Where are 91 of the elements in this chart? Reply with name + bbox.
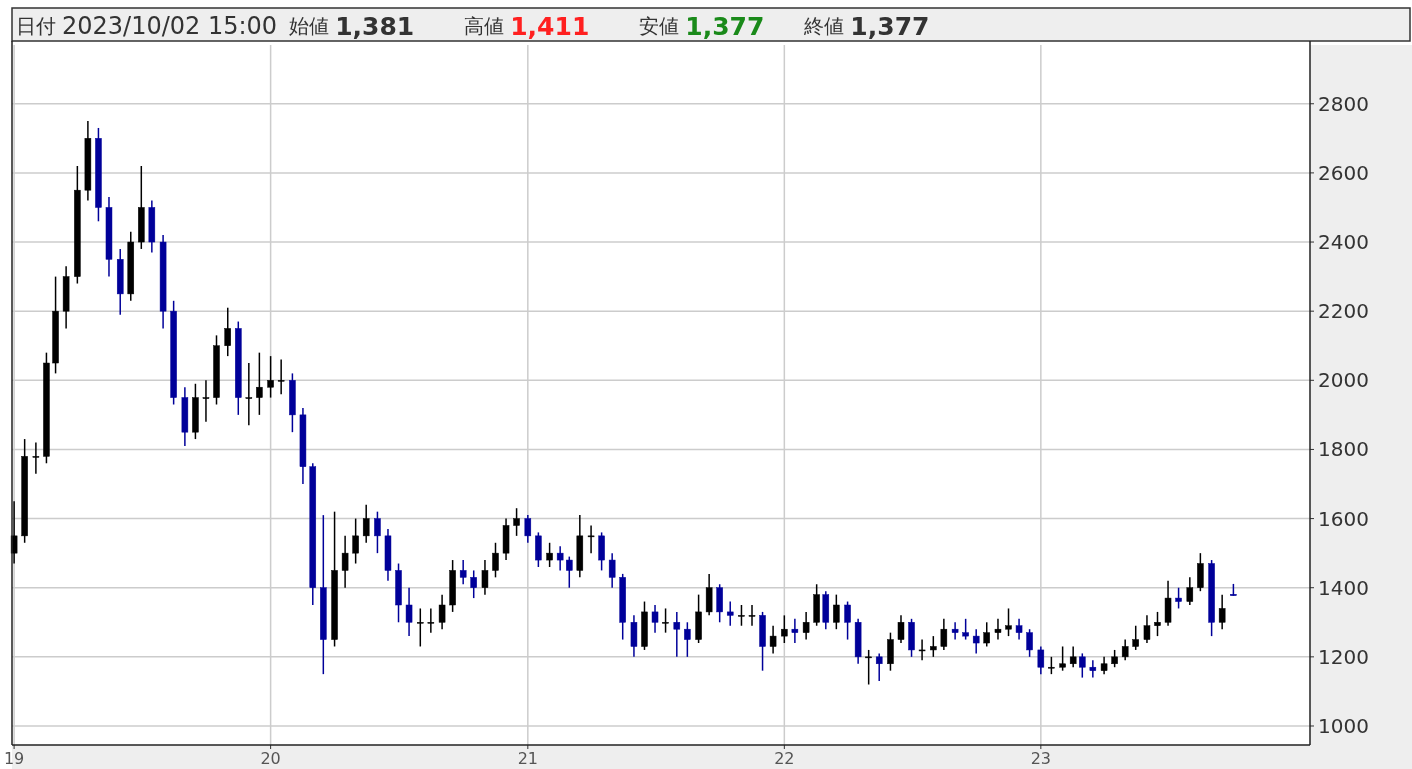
candlestick: [1015, 618, 1023, 641]
y-tick-label: 2200: [1318, 299, 1369, 324]
x-tick-label: 22: [774, 748, 795, 768]
y-tick-label: 1800: [1318, 437, 1369, 462]
x-tick-label: 20: [260, 748, 281, 768]
candlestick: [459, 559, 467, 586]
text: 日付: [16, 14, 56, 38]
x-tick-label: 19: [3, 748, 25, 768]
candlestick: [684, 621, 691, 658]
candlestick: [738, 604, 745, 627]
candlestick: [1005, 607, 1012, 637]
y-tick-label: 1200: [1318, 644, 1369, 669]
candlestick: [748, 604, 756, 627]
candlestick: [951, 621, 959, 641]
candlestick: [1154, 611, 1161, 637]
candlestick: [267, 355, 274, 399]
candlestick: [1132, 624, 1139, 651]
candlestick: [608, 552, 616, 589]
y-tick-label: 2000: [1318, 368, 1369, 393]
candlestick: [1079, 652, 1086, 679]
y-tick-label: 2600: [1318, 160, 1369, 185]
candlestick: [245, 362, 253, 426]
text: 2023/10/02 15:00: [62, 12, 278, 40]
y-tick-label: 1600: [1318, 506, 1369, 531]
candlestick: [1121, 638, 1129, 662]
candlestick: [791, 618, 799, 644]
candlestick: [1089, 659, 1097, 679]
candlestick: [427, 607, 435, 634]
candlestick: [983, 621, 990, 648]
candlestick: [1059, 645, 1066, 672]
candlestick: [374, 510, 381, 554]
text: 終値: [803, 14, 845, 38]
candlestick: [470, 569, 477, 599]
candlestick: [769, 624, 777, 655]
text: 1,377: [685, 11, 765, 41]
candlestick: [546, 542, 553, 568]
candlestick: [224, 306, 231, 357]
candlestick: [833, 593, 840, 630]
candlestick: [481, 559, 489, 596]
candlestick: [781, 614, 788, 644]
text: 高値: [464, 14, 505, 38]
candlestick: [940, 618, 948, 651]
candlestick: [556, 545, 564, 572]
text: 1,381: [335, 11, 415, 41]
candlestick: [802, 611, 810, 641]
candlestick: [405, 586, 413, 637]
candlestick: [256, 351, 263, 416]
candlestick: [875, 652, 883, 682]
candlestick: [844, 600, 851, 641]
text: 安値: [639, 14, 680, 38]
y-tick-label: 1400: [1318, 575, 1369, 600]
candlestick: [352, 517, 359, 565]
candlestick: [972, 628, 980, 655]
candlestick: [930, 635, 937, 658]
y-tick-label: 1000: [1318, 713, 1369, 738]
candlestick: [341, 535, 349, 589]
candlestick: [566, 555, 573, 589]
candlestick: [994, 618, 1002, 641]
candlestick: [1218, 593, 1226, 630]
x-tick-label: 23: [1030, 748, 1052, 768]
text: 始値: [289, 14, 330, 38]
candlestick: [726, 600, 734, 627]
candlestick: [918, 638, 926, 662]
candlestick: [524, 514, 532, 544]
candlestick: [492, 542, 499, 579]
candlestick: [1175, 586, 1182, 610]
candlestick: [438, 593, 446, 630]
candlestick: [277, 358, 285, 395]
x-tick-label: 21: [517, 748, 539, 768]
candlestick: [662, 607, 669, 634]
candlestick: [651, 604, 659, 634]
candlestick: [1143, 614, 1151, 644]
candlestick: [362, 504, 370, 544]
y-tick-label: 2800: [1318, 91, 1369, 116]
candlestick: [1037, 645, 1045, 675]
candlestick: [587, 524, 595, 554]
candlestick: [1069, 645, 1077, 668]
candlestick: [1026, 628, 1033, 658]
candlestick: [962, 618, 969, 641]
y-tick-label: 2400: [1318, 230, 1369, 255]
candlestick: [865, 649, 872, 686]
candlestick: [897, 614, 905, 644]
candlestick: [10, 500, 18, 565]
candlestick: [1186, 576, 1194, 606]
text: 1,377: [850, 11, 930, 41]
text: 1,411: [510, 11, 590, 41]
candlestick: [513, 507, 520, 537]
candlestick: [417, 607, 424, 648]
candlestick: [202, 379, 210, 423]
candlestick: [673, 611, 681, 658]
candlestick: [32, 441, 40, 475]
